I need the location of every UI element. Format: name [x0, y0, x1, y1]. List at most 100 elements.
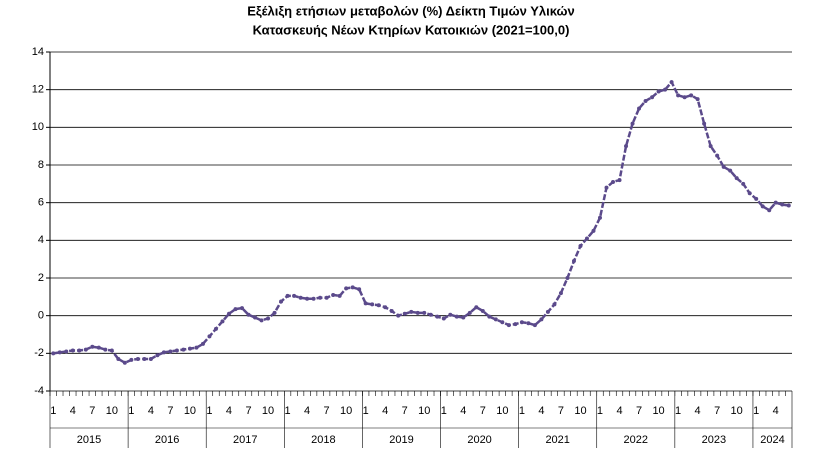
- group-label: 2015: [77, 434, 101, 446]
- point: [129, 357, 134, 362]
- point: [663, 87, 668, 92]
- x-tick-label: 1: [441, 405, 447, 417]
- point: [669, 80, 674, 85]
- point: [194, 345, 199, 350]
- point: [461, 315, 466, 320]
- point: [474, 305, 479, 310]
- point: [467, 310, 472, 315]
- point: [584, 236, 589, 241]
- point: [135, 356, 140, 361]
- point: [767, 208, 772, 213]
- point: [448, 312, 453, 317]
- point: [552, 302, 557, 307]
- point: [545, 309, 550, 314]
- point: [624, 144, 629, 149]
- point: [500, 320, 505, 325]
- point: [350, 285, 355, 290]
- point: [480, 308, 485, 313]
- y-tick-label: 10: [32, 121, 44, 133]
- group-label: 2016: [155, 434, 179, 446]
- point: [428, 312, 433, 317]
- point: [187, 346, 192, 351]
- point: [233, 307, 238, 312]
- point: [715, 153, 720, 158]
- point: [611, 179, 616, 184]
- point: [181, 347, 186, 352]
- point: [331, 292, 336, 297]
- x-tick-label: 1: [597, 405, 603, 417]
- point: [539, 317, 544, 322]
- point: [721, 164, 726, 169]
- x-tick-label: 10: [340, 405, 352, 417]
- x-tick-label: 7: [167, 405, 173, 417]
- point: [637, 106, 642, 111]
- group-label: 2023: [702, 434, 726, 446]
- point: [656, 89, 661, 94]
- point: [650, 95, 655, 100]
- point: [754, 196, 759, 201]
- point: [409, 309, 414, 314]
- point: [571, 259, 576, 264]
- group-label: 2024: [760, 434, 784, 446]
- point: [109, 348, 114, 353]
- point: [487, 314, 492, 319]
- y-tick-label: 12: [32, 84, 44, 96]
- y-tick-label: 4: [38, 234, 44, 246]
- point: [786, 203, 791, 208]
- point: [226, 311, 231, 316]
- group-label: 2019: [389, 434, 413, 446]
- y-tick-label: 6: [38, 197, 44, 209]
- x-tick-label: 1: [675, 405, 681, 417]
- point: [272, 310, 277, 315]
- x-tick-label: 7: [480, 405, 486, 417]
- point: [604, 185, 609, 190]
- x-tick-label: 4: [538, 405, 544, 417]
- point: [240, 306, 245, 311]
- x-tick-label: 4: [304, 405, 310, 417]
- point: [558, 291, 563, 296]
- x-tick-label: 1: [128, 405, 134, 417]
- point: [155, 353, 160, 358]
- point: [318, 295, 323, 300]
- point: [370, 302, 375, 307]
- point: [142, 356, 147, 361]
- point: [389, 308, 394, 313]
- point: [103, 347, 108, 352]
- point: [311, 296, 316, 301]
- x-tick-label: 10: [496, 405, 508, 417]
- x-tick-label: 10: [184, 405, 196, 417]
- x-tick-label: 10: [262, 405, 274, 417]
- point: [363, 301, 368, 306]
- point: [357, 287, 362, 292]
- point: [591, 228, 596, 233]
- point: [422, 310, 427, 315]
- point: [728, 168, 733, 173]
- x-tick-label: 1: [285, 405, 291, 417]
- chart-title: Εξέλιξη ετήσιων μεταβολών (%) Δείκτη Τιμ…: [247, 3, 575, 18]
- point: [259, 318, 264, 323]
- x-tick-label: 4: [226, 405, 232, 417]
- point: [532, 323, 537, 328]
- point: [220, 319, 225, 324]
- y-tick-label: -4: [34, 385, 44, 397]
- y-tick-label: 2: [38, 272, 44, 284]
- point: [780, 202, 785, 207]
- point: [70, 348, 75, 353]
- x-tick-label: 10: [652, 405, 664, 417]
- x-tick-label: 10: [418, 405, 430, 417]
- point: [51, 351, 56, 356]
- x-tick-label: 7: [245, 405, 251, 417]
- group-label: 2021: [545, 434, 569, 446]
- group-label: 2018: [311, 434, 335, 446]
- y-tick-label: 0: [38, 310, 44, 322]
- point: [643, 98, 648, 103]
- x-tick-label: 4: [148, 405, 154, 417]
- x-tick-label: 1: [519, 405, 525, 417]
- point: [578, 243, 583, 248]
- x-tick-label: 1: [50, 405, 56, 417]
- point: [396, 313, 401, 318]
- x-tick-label: 1: [206, 405, 212, 417]
- x-tick-label: 4: [382, 405, 388, 417]
- x-tick-label: 7: [636, 405, 642, 417]
- point: [415, 310, 420, 315]
